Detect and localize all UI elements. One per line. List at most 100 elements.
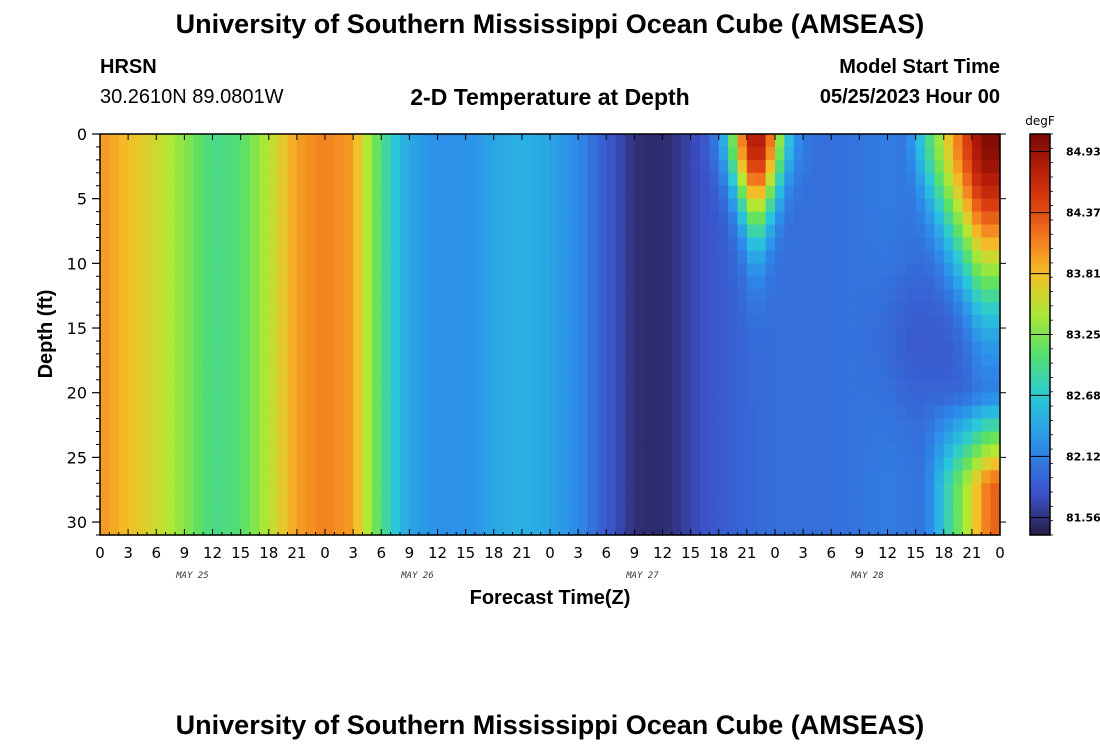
heatmap-cell	[371, 159, 382, 174]
heatmap-cell	[118, 405, 129, 420]
heatmap-cell	[756, 483, 767, 497]
heatmap-cell	[353, 250, 364, 264]
heatmap-cell	[812, 198, 823, 213]
heatmap-cell	[156, 496, 167, 510]
heatmap-cell	[821, 315, 832, 329]
heatmap-cell	[634, 134, 645, 148]
heatmap-cell	[700, 483, 710, 497]
heatmap-cell	[343, 276, 354, 290]
heatmap-cell	[484, 250, 495, 264]
heatmap-cell	[146, 431, 157, 446]
heatmap-cell	[690, 237, 701, 252]
heatmap-cell	[184, 211, 195, 226]
heatmap-cell	[653, 276, 664, 290]
heatmap-cell	[456, 211, 467, 226]
heatmap-cell	[475, 418, 485, 433]
heatmap-cell	[109, 263, 120, 277]
heatmap-cell	[793, 185, 804, 200]
heatmap-cell	[250, 250, 260, 264]
heatmap-cell	[306, 263, 317, 277]
heatmap-cell	[906, 328, 917, 342]
heatmap-cell	[493, 198, 504, 213]
heatmap-cell	[737, 418, 748, 433]
heatmap-cell	[765, 444, 776, 458]
heatmap-cell	[146, 483, 157, 497]
heatmap-cell	[662, 315, 673, 329]
heatmap-cell	[765, 172, 776, 187]
heatmap-cell	[737, 146, 748, 161]
colorbar-tick-label: 82.125	[1066, 450, 1100, 463]
heatmap-cell	[606, 276, 617, 290]
heatmap-cell	[390, 276, 401, 290]
heatmap-cell	[784, 289, 795, 303]
heatmap-cell	[756, 418, 767, 433]
heatmap-cell	[475, 289, 485, 303]
heatmap-cell	[212, 457, 223, 471]
heatmap-cell	[943, 134, 954, 148]
heatmap-cell	[887, 237, 898, 252]
heatmap-cell	[512, 509, 523, 523]
heatmap-cell	[653, 340, 664, 355]
heatmap-cell	[193, 315, 204, 329]
heatmap-cell	[850, 392, 860, 407]
heatmap-cell	[465, 392, 476, 407]
heatmap-cell	[756, 328, 767, 342]
heatmap-cell	[578, 172, 589, 187]
heatmap-cell	[578, 250, 589, 264]
heatmap-cell	[400, 405, 410, 420]
heatmap-cell	[906, 418, 917, 433]
heatmap-cell	[484, 353, 495, 368]
heatmap-cell	[362, 418, 373, 433]
heatmap-cell	[681, 211, 692, 226]
heatmap-cell	[681, 509, 692, 523]
heatmap-cell	[868, 289, 879, 303]
heatmap-cell	[596, 237, 607, 252]
heatmap-cell	[446, 444, 457, 458]
heatmap-cell	[268, 405, 279, 420]
heatmap-cell	[540, 263, 551, 277]
heatmap-cell	[156, 444, 167, 458]
heatmap-cell	[859, 302, 870, 316]
heatmap-cell	[765, 340, 776, 355]
heatmap-cell	[559, 263, 570, 277]
heatmap-cell	[371, 496, 382, 510]
heatmap-cell	[878, 237, 889, 252]
heatmap-cell	[325, 353, 335, 368]
heatmap-cell	[287, 250, 298, 264]
heatmap-cell	[118, 353, 129, 368]
heatmap-cell	[175, 366, 185, 381]
colorbar-tick-label: 82.688	[1066, 389, 1100, 402]
heatmap-cell	[259, 146, 270, 161]
heatmap-cell	[484, 276, 495, 290]
heatmap-cell	[634, 366, 645, 381]
heatmap-cell	[278, 315, 289, 329]
heatmap-cell	[512, 379, 523, 394]
heatmap-cell	[568, 405, 579, 420]
heatmap-cell	[409, 483, 420, 497]
heatmap-cell	[803, 134, 814, 148]
heatmap-cell	[831, 353, 842, 368]
heatmap-cell	[137, 405, 148, 420]
heatmap-cell	[137, 315, 148, 329]
heatmap-cell	[362, 405, 373, 420]
heatmap-cell	[371, 470, 382, 484]
heatmap-cell	[353, 211, 364, 226]
heatmap-cell	[625, 198, 635, 213]
heatmap-cell	[840, 353, 851, 368]
heatmap-cell	[437, 185, 448, 200]
heatmap-cell	[343, 470, 354, 484]
heatmap-cell	[606, 315, 617, 329]
heatmap-cell	[250, 496, 260, 510]
heatmap-cell	[343, 224, 354, 239]
heatmap-cell	[165, 146, 176, 161]
heatmap-cell	[568, 340, 579, 355]
heatmap-cell	[859, 198, 870, 213]
heatmap-cell	[353, 172, 364, 187]
heatmap-cell	[887, 522, 898, 536]
heatmap-cell	[165, 185, 176, 200]
heatmap-cell	[540, 496, 551, 510]
heatmap-cell	[418, 353, 429, 368]
heatmap-cell	[990, 224, 1001, 239]
heatmap-cell	[193, 405, 204, 420]
heatmap-cell	[868, 224, 879, 239]
